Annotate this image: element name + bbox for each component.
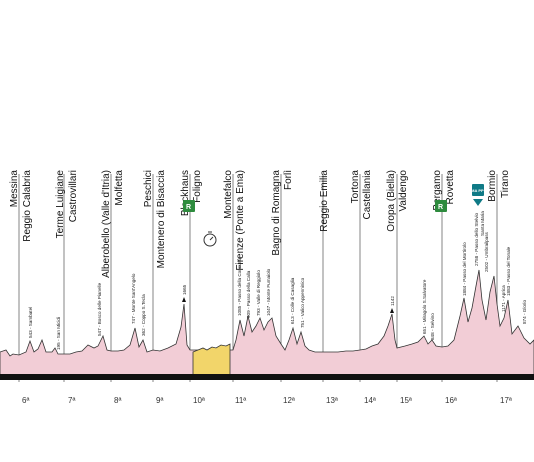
stopwatch-icon — [203, 231, 217, 247]
city-start: Montefalco — [223, 170, 234, 219]
stopwatch-hand — [209, 236, 214, 241]
stage-label: 13ª — [326, 396, 338, 405]
stage-label: 15ª — [400, 396, 412, 405]
city-start: Bergamo — [432, 170, 443, 211]
city-start: Alberobello (Valle d'Itria) — [101, 170, 112, 278]
elevation-profile — [0, 269, 534, 377]
cima-coppi-arrow-icon — [473, 199, 483, 206]
city-start: Reggio Emilia — [319, 170, 330, 232]
climb-label: 1883 - Passo del Tonale — [506, 246, 511, 296]
climb-label: 543 - Sambatel — [28, 307, 33, 338]
climb-label: 751 - Valico Appenninico — [300, 277, 305, 328]
cima-coppi-badge: MA PPI — [471, 184, 485, 206]
summit-marker — [182, 297, 186, 302]
stage-label: 12ª — [283, 396, 295, 405]
climb-label: 1884 - Passo del Mortirolo — [462, 242, 467, 296]
climb-label: 1142 — [390, 296, 395, 306]
city-start: Messina — [9, 170, 20, 208]
climb-label: 1171 - Aprica — [501, 285, 506, 312]
climb-label: 195 - San Micidi — [56, 317, 61, 350]
stage-labels: 6ª 7ª 8ª 9ª 10ª 11ª 12ª 13ª 14ª 15ª 16ª … — [22, 396, 512, 405]
rest-day-badge-label: R — [186, 204, 191, 211]
stage-label: 7ª — [68, 396, 75, 405]
climb-label: 793 - Valle di Reggiolo — [256, 270, 261, 316]
city-finish: Montenero di Bisaccia — [156, 170, 167, 269]
timetrial-profile — [192, 343, 231, 377]
cima-coppi-text: MA PPI — [471, 188, 485, 193]
climb-label: 2502 - Umbrailpass — [484, 231, 489, 272]
rest-day-badge: R — [183, 200, 195, 212]
city-start: Blockhaus — [180, 170, 191, 216]
stage-label: 8ª — [114, 396, 121, 405]
stage-label: 16ª — [445, 396, 457, 405]
city-finish: Firenze (Ponte a Ema) — [235, 170, 246, 271]
city-finish: Molfetta — [114, 170, 125, 206]
city-finish: Valdengo — [398, 170, 409, 212]
stage-label: 10ª — [193, 396, 205, 405]
city-finish: Forlì — [283, 170, 294, 190]
city-start: Terme Luigiane — [55, 170, 66, 239]
climb-label: 874 - Glorio — [522, 300, 527, 324]
climb-label: 547 - Bosco delle Pianelle — [97, 282, 102, 336]
city-start: Bagno di Romagna — [271, 170, 282, 256]
city-finish: Tirano — [500, 170, 511, 198]
stopwatch-dial — [203, 233, 217, 247]
climb-label: 1085 - Passo della Consuma — [237, 257, 242, 316]
city-start: Bormio — [487, 170, 498, 202]
summit-sublabel: Santa Maria — [480, 211, 485, 236]
climb-label: 909 - Passo della Calla — [246, 270, 251, 318]
climb-labels: 543 - Sambatel 195 - San Micidi 547 - Bo… — [28, 212, 527, 350]
city-start: Tortona — [350, 170, 361, 204]
climb-label: 848 - Selvino — [430, 313, 435, 340]
cima-coppi-box — [472, 184, 484, 196]
stage-label: 6ª — [22, 396, 29, 405]
stage-label: 9ª — [156, 396, 163, 405]
climb-label: 651 - Miragolo S.Salvatore — [422, 279, 427, 334]
stage-label: 14ª — [364, 396, 376, 405]
rest-day-badge-box — [183, 200, 195, 212]
climb-label: 1665 — [182, 284, 187, 295]
city-names: Messina Reggio Calabria Terme Luigiane C… — [9, 170, 511, 278]
climb-label: 747 - Monte Sant'Angelo — [131, 273, 136, 324]
city-start: Oropa (Biella) — [386, 170, 397, 232]
rest-day-badge: R — [435, 200, 447, 212]
climb-label: 362 - Coppo S.Tecla — [141, 294, 146, 336]
stage-label: 17ª — [500, 396, 512, 405]
rest-day-badge-label: R — [438, 204, 443, 211]
climb-label: 1047 - Monte Fumaiolo — [266, 268, 271, 316]
climb-label: 2758 - Passo dello Stelvio — [474, 212, 479, 266]
city-finish: Reggio Calabria — [22, 170, 33, 242]
stage-label: 11ª — [235, 396, 246, 405]
summit-marker — [390, 308, 394, 313]
rest-day-badge-box — [435, 200, 447, 212]
city-finish: Castellania — [362, 170, 373, 220]
city-start: Peschici — [143, 170, 154, 207]
city-finish: Foligno — [192, 170, 203, 203]
climb-label: 613 - Colle di Casaglia — [290, 277, 295, 324]
city-finish: Rovetta — [445, 170, 456, 205]
city-finish: Castrovillari — [68, 170, 79, 222]
baseline-bar — [0, 374, 534, 380]
